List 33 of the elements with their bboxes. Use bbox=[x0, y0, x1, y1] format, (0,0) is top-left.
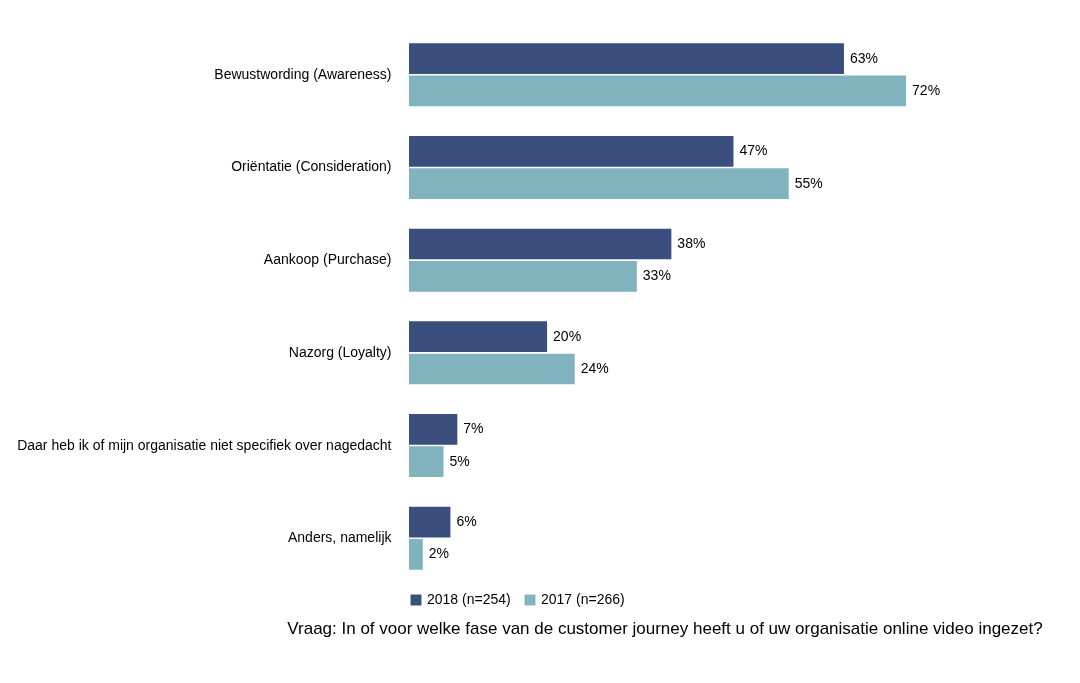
bar bbox=[409, 75, 907, 107]
y-tick-label: Bewustwording (Awareness) bbox=[214, 65, 392, 82]
bar bbox=[409, 353, 575, 385]
data-label: 20% bbox=[553, 327, 582, 344]
data-label: 7% bbox=[463, 420, 484, 437]
bar bbox=[409, 321, 548, 353]
data-label: 47% bbox=[739, 142, 768, 159]
bar bbox=[409, 260, 637, 292]
data-label: 55% bbox=[794, 174, 823, 191]
bar bbox=[409, 446, 444, 478]
legend-label: 2018 (n=254) bbox=[427, 591, 511, 607]
bar bbox=[409, 539, 423, 570]
y-tick-label: Daar heb ik of mijn organisatie niet specifiek over nagedacht bbox=[17, 436, 392, 453]
bar bbox=[409, 506, 451, 538]
data-label: 72% bbox=[912, 81, 941, 98]
bar bbox=[409, 168, 789, 199]
bar bbox=[409, 228, 672, 260]
y-tick-label: Anders, namelijk bbox=[288, 529, 393, 546]
data-label: 63% bbox=[849, 49, 878, 66]
data-label: 38% bbox=[677, 235, 706, 251]
data-label: 6% bbox=[456, 513, 477, 530]
data-label: 5% bbox=[449, 452, 470, 469]
data-label: 2% bbox=[428, 545, 450, 562]
legend-label: 2017 (n=266) bbox=[541, 591, 625, 607]
data-label: 33% bbox=[642, 267, 671, 284]
bar bbox=[409, 135, 734, 167]
data-label: 24% bbox=[580, 360, 609, 376]
bar bbox=[409, 43, 844, 74]
bar bbox=[409, 414, 458, 445]
text: Vraag: In of voor welke fase van de customer journey heeft u of uw organisatie online video ingezet? bbox=[287, 619, 1043, 638]
y-tick-label: Oriëntatie (Consideration) bbox=[231, 158, 392, 175]
y-tick-label: Aankoop (Purchase) bbox=[263, 251, 392, 268]
y-tick-label: Nazorg (Loyalty) bbox=[288, 343, 392, 360]
